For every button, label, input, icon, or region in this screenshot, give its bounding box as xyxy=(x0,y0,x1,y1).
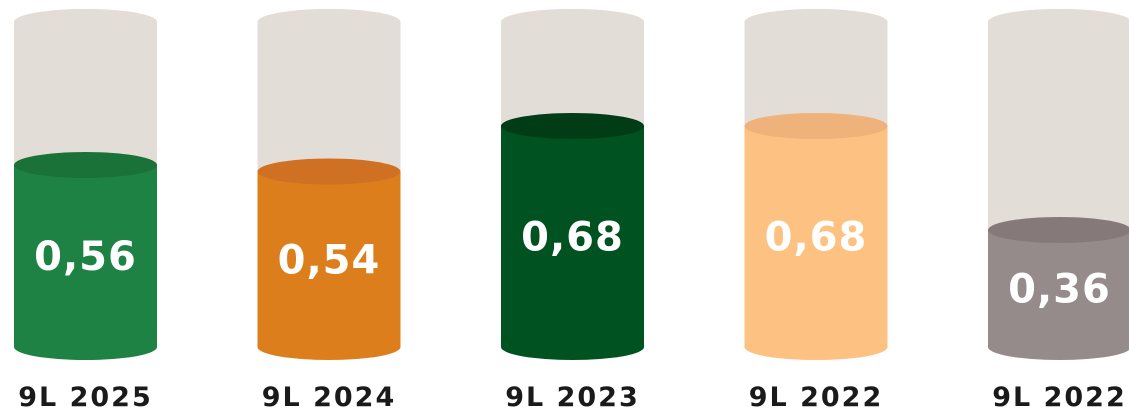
cylinder-fill-top xyxy=(988,217,1129,243)
cylinder-fill xyxy=(988,230,1129,360)
cylinder-track-top xyxy=(257,9,401,35)
cylinder-fill xyxy=(14,165,157,360)
cylinder-track-top xyxy=(744,9,888,35)
cylinder-fill xyxy=(257,171,401,360)
category-label: 9L 2022 xyxy=(992,382,1127,412)
cylinder-fill-top xyxy=(14,152,157,178)
cylinder-track-top xyxy=(501,9,644,35)
cylinder-track-top xyxy=(14,9,157,35)
value-label: 0,68 xyxy=(521,215,624,261)
cylinder-fill-top xyxy=(257,158,401,185)
cylinder-track-top xyxy=(988,9,1129,35)
cylinder-bar-5: 0,36 9L 2022 xyxy=(988,9,1129,412)
cylinder-bar-4: 0,68 9L 2022 xyxy=(744,9,888,412)
value-label: 0,56 xyxy=(34,234,137,280)
category-label: 9L 2023 xyxy=(505,382,640,412)
value-label: 0,54 xyxy=(278,237,381,283)
cylinder-bar-1: 0,56 9L 2025 xyxy=(14,9,157,412)
cylinder-fill-top xyxy=(744,113,888,139)
category-label: 9L 2025 xyxy=(18,382,153,412)
cylinder-bar-2: 0,54 9L 2024 xyxy=(257,9,401,412)
value-label: 0,68 xyxy=(765,215,868,261)
category-label: 9L 2024 xyxy=(262,382,397,412)
cylinder-fill xyxy=(501,126,644,360)
category-label: 9L 2022 xyxy=(749,382,884,412)
cylinder-fill xyxy=(744,126,888,360)
value-label: 0,36 xyxy=(1008,267,1111,313)
cylinder-bar-3: 0,68 9L 2023 xyxy=(501,9,644,412)
cylinder-fill-top xyxy=(501,113,644,139)
